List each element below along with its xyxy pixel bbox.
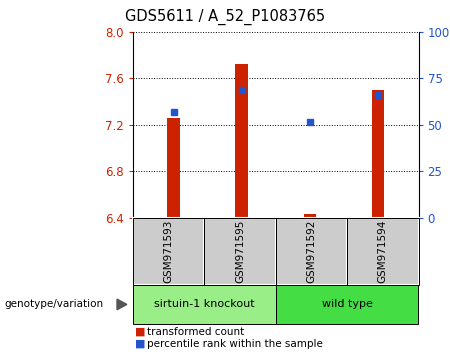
Text: GDS5611 / A_52_P1083765: GDS5611 / A_52_P1083765 <box>125 9 325 25</box>
Text: percentile rank within the sample: percentile rank within the sample <box>147 339 323 349</box>
Bar <box>372 90 384 218</box>
Text: transformed count: transformed count <box>147 327 244 337</box>
Text: genotype/variation: genotype/variation <box>4 299 104 309</box>
Text: GSM971595: GSM971595 <box>235 219 245 283</box>
Text: GSM971592: GSM971592 <box>306 219 316 283</box>
Text: ■: ■ <box>135 339 145 349</box>
Text: GSM971593: GSM971593 <box>163 219 173 283</box>
Text: sirtuin-1 knockout: sirtuin-1 knockout <box>154 299 255 309</box>
Bar <box>167 118 180 218</box>
Bar <box>303 214 316 218</box>
Text: ■: ■ <box>135 327 145 337</box>
Text: GSM971594: GSM971594 <box>378 219 388 283</box>
Text: wild type: wild type <box>322 299 373 309</box>
Bar <box>235 64 248 218</box>
